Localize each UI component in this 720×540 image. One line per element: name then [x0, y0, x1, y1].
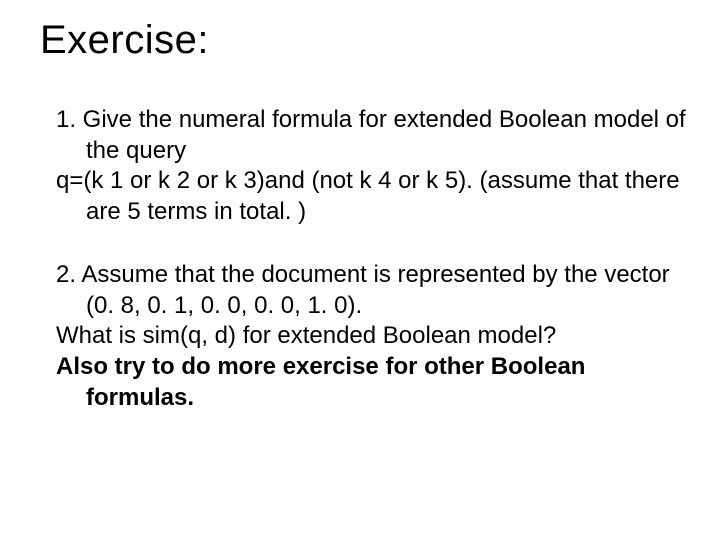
q1-line1: 1. Give the numeral formula for extended… [28, 105, 692, 166]
question-2: 2. Assume that the document is represent… [28, 260, 692, 414]
slide-title: Exercise: [40, 18, 692, 63]
q2-line2: What is sim(q, d) for extended Boolean m… [28, 321, 692, 352]
q1-line2: q=(k 1 or k 2 or k 3)and (not k 4 or k 5… [28, 166, 692, 227]
q2-line3: Also try to do more exercise for other B… [28, 352, 692, 413]
question-1: 1. Give the numeral formula for extended… [28, 105, 692, 228]
slide: Exercise: 1. Give the numeral formula fo… [0, 0, 720, 540]
q2-line1: 2. Assume that the document is represent… [28, 260, 692, 321]
